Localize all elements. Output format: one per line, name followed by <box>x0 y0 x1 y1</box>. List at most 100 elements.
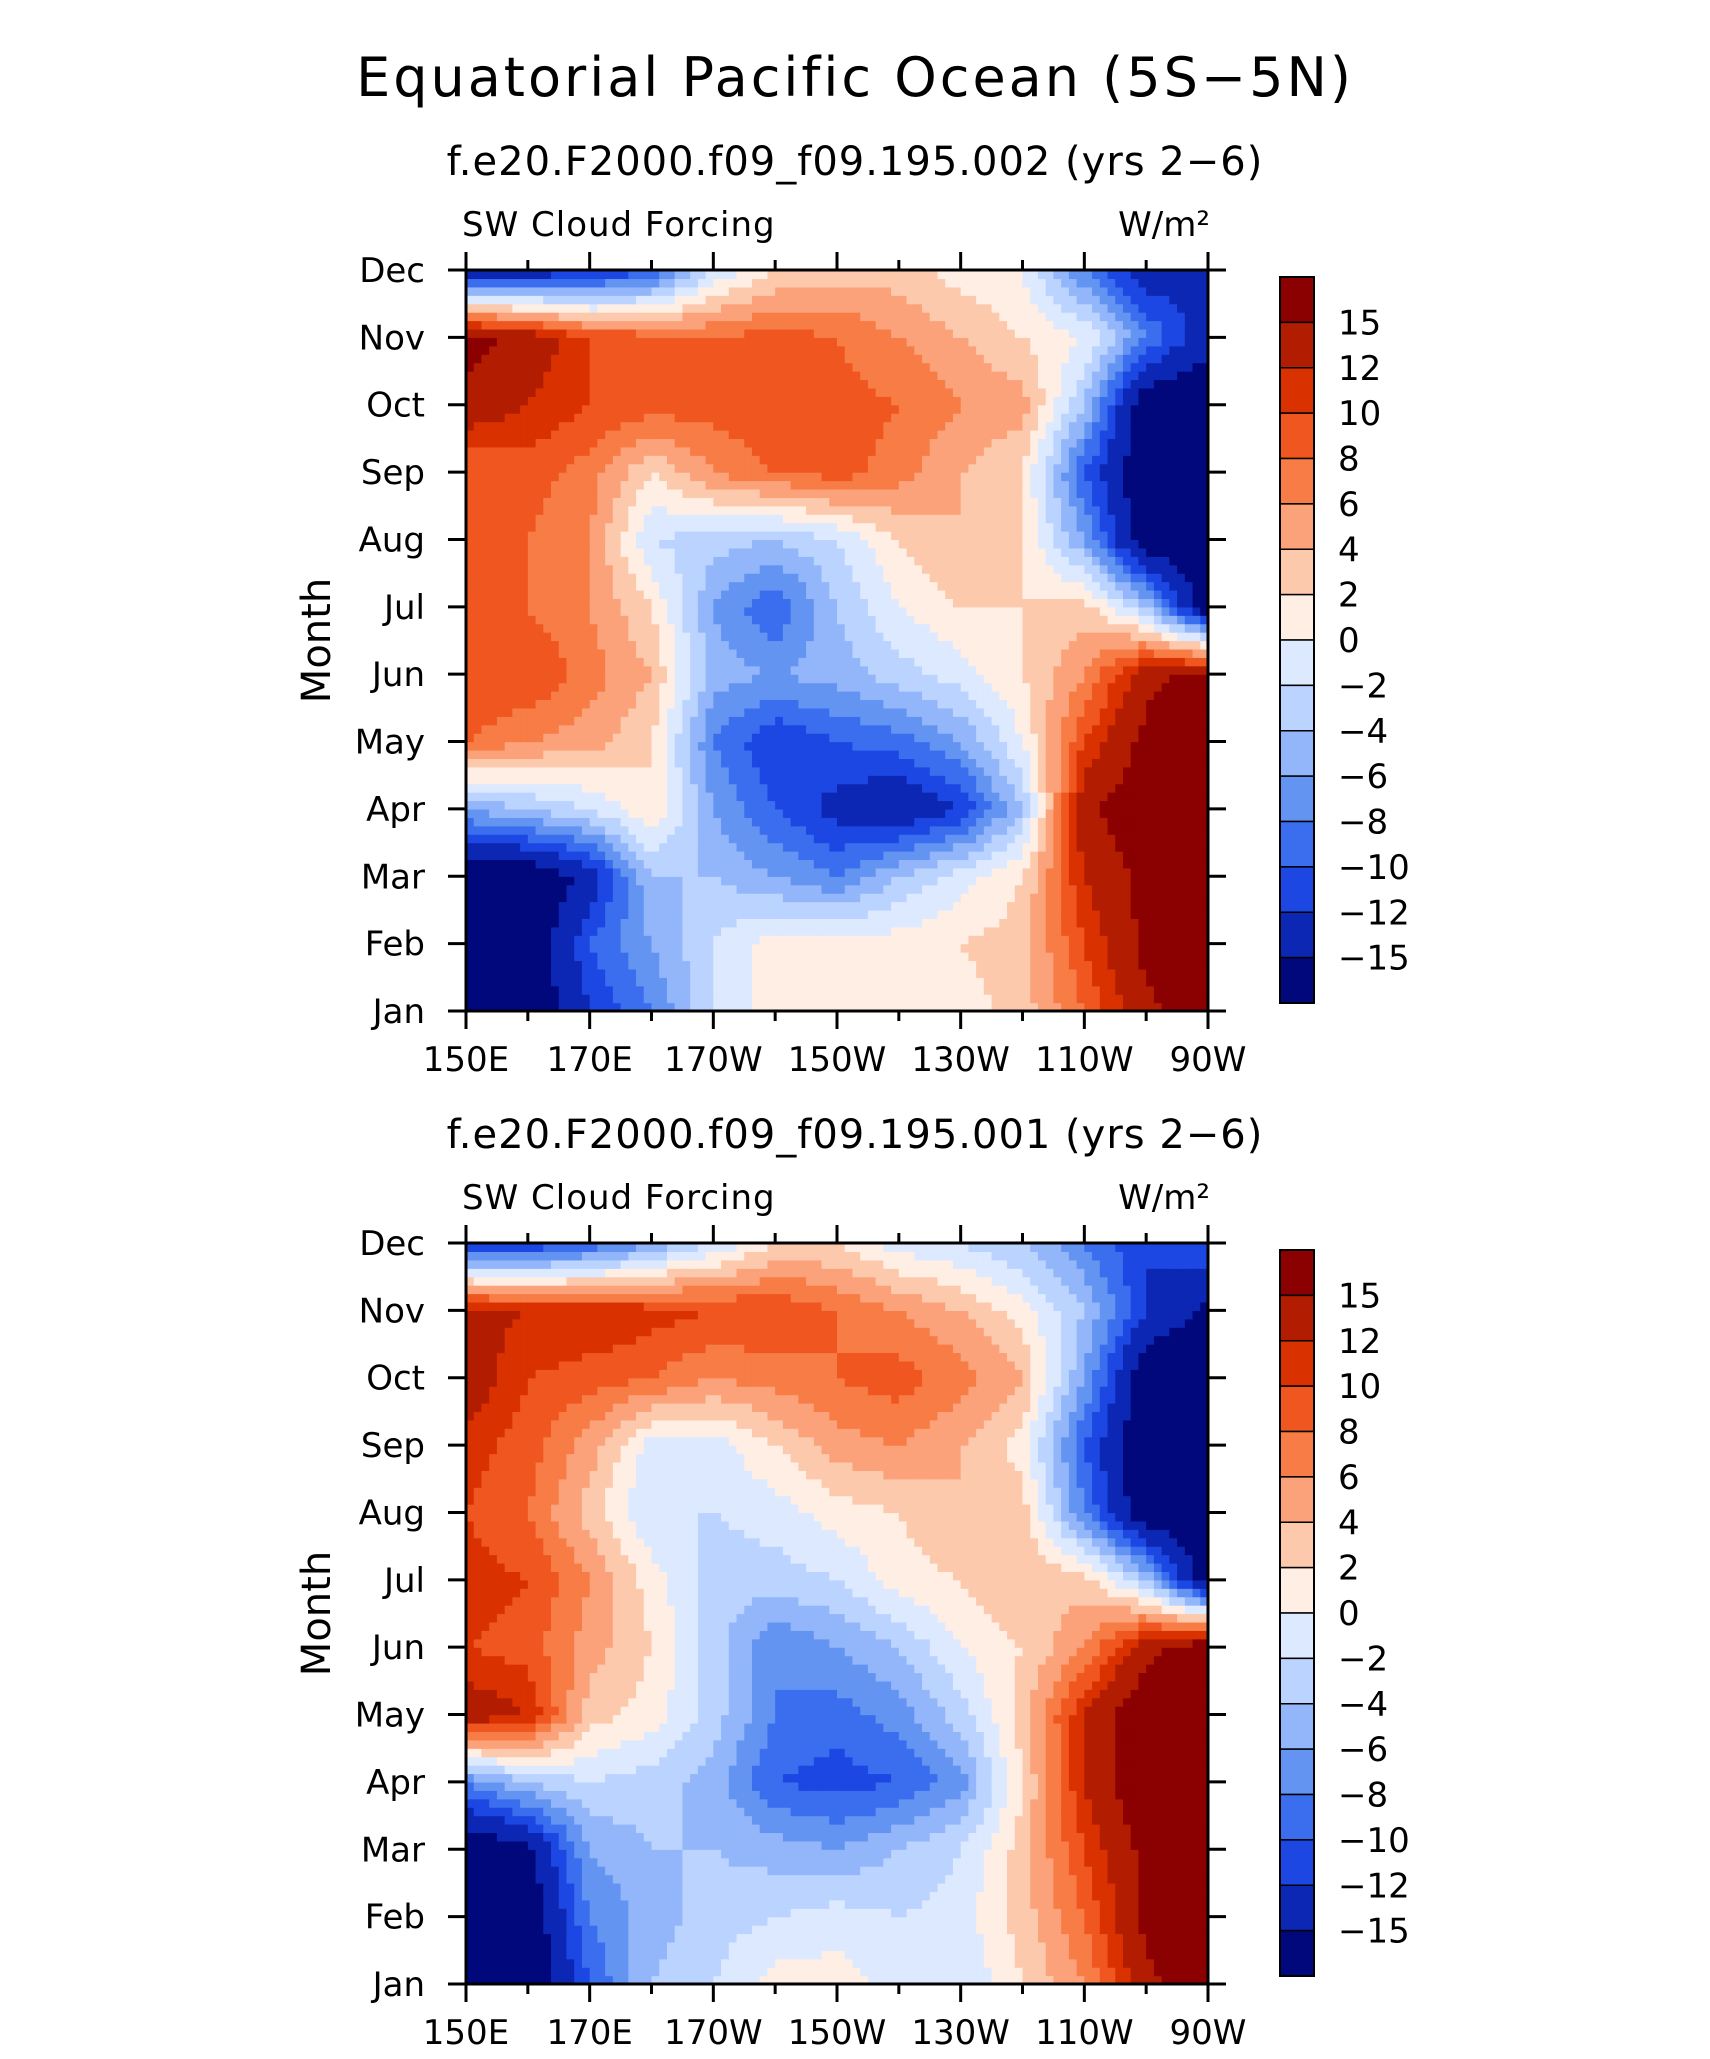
heatmap-cell <box>860 682 869 692</box>
heatmap-cell <box>1061 977 1070 987</box>
heatmap-cell <box>983 623 993 633</box>
heatmap-cell <box>527 808 537 818</box>
heatmap-cell <box>1099 606 1109 616</box>
heatmap-cell <box>551 623 560 633</box>
heatmap-cell <box>496 834 506 844</box>
heatmap-cell <box>597 632 606 642</box>
heatmap-cell <box>1099 657 1109 667</box>
heatmap-cell <box>960 834 969 844</box>
heatmap-cell <box>597 867 606 877</box>
heatmap-cell <box>1037 901 1047 911</box>
heatmap-cell <box>605 960 614 970</box>
heatmap-cell <box>612 699 622 709</box>
heatmap-cell <box>883 598 892 608</box>
heatmap-cell <box>728 766 738 776</box>
heatmap-cell <box>1169 884 1178 894</box>
heatmap-cell <box>1169 935 1178 945</box>
heatmap-cell <box>1061 834 1070 844</box>
heatmap-cell <box>512 775 521 785</box>
heatmap-cell <box>466 994 475 1004</box>
heatmap-cell <box>759 733 769 743</box>
heatmap-cell <box>496 977 506 987</box>
heatmap-cell <box>489 573 498 583</box>
heatmap-cell <box>829 657 838 667</box>
heatmap-cell <box>1022 800 1031 810</box>
heatmap-cell <box>496 581 506 591</box>
heatmap-cell <box>837 783 846 793</box>
heatmap-cell <box>751 884 761 894</box>
heatmap-cell <box>527 758 537 768</box>
heatmap-cell <box>558 783 568 793</box>
heatmap-cell <box>543 733 552 743</box>
heatmap-cell <box>512 606 521 616</box>
heatmap-cell <box>852 657 861 667</box>
heatmap-cell <box>1153 598 1163 608</box>
heatmap-cell <box>1130 994 1140 1004</box>
heatmap-cell <box>937 623 946 633</box>
heatmap-cell <box>466 977 475 987</box>
heatmap-cell <box>813 909 823 919</box>
heatmap-cell <box>837 589 846 599</box>
heatmap-cell <box>558 758 568 768</box>
heatmap-cell <box>829 842 838 852</box>
heatmap-cell <box>690 657 699 667</box>
heatmap-cell <box>821 716 830 726</box>
heatmap-cell <box>1138 1002 1147 1011</box>
heatmap-cell <box>1007 851 1016 861</box>
heatmap-cell <box>1107 758 1116 768</box>
heatmap-cell <box>875 825 884 835</box>
heatmap-cell <box>543 1002 552 1011</box>
heatmap-cell <box>581 640 591 650</box>
heatmap-cell <box>813 665 823 675</box>
heatmap-cell <box>844 707 854 717</box>
heatmap-cell <box>844 733 854 743</box>
heatmap-cell <box>1037 632 1047 642</box>
heatmap-cell <box>1146 699 1155 709</box>
heatmap-cell <box>976 615 985 625</box>
heatmap-cell <box>612 876 622 886</box>
heatmap-cell <box>914 808 923 818</box>
heatmap-cell <box>1184 808 1194 818</box>
heatmap-cell <box>674 648 684 658</box>
heatmap-cell <box>891 859 900 869</box>
heatmap-cell <box>651 884 660 894</box>
heatmap-cell <box>767 851 776 861</box>
heatmap-cell <box>551 808 560 818</box>
heatmap-cell <box>891 901 900 911</box>
heatmap-cell <box>1092 926 1101 936</box>
heatmap-cell <box>806 606 815 616</box>
heatmap-cell <box>527 842 537 852</box>
heatmap-cell <box>512 994 521 1004</box>
heatmap-cell <box>1138 674 1147 684</box>
heatmap-cell <box>512 598 521 608</box>
heatmap-cell <box>481 648 490 658</box>
heatmap-cell <box>682 623 691 633</box>
heatmap-cell <box>906 589 915 599</box>
heatmap-cell <box>891 648 900 658</box>
heatmap-cell <box>1076 682 1085 692</box>
heatmap-cell <box>1161 985 1170 995</box>
heatmap-cell <box>1161 834 1170 844</box>
heatmap-cell <box>1014 691 1024 701</box>
heatmap-cell <box>612 985 622 995</box>
heatmap-cell <box>751 741 761 751</box>
heatmap-cell <box>551 994 560 1004</box>
heatmap-cell <box>1107 665 1116 675</box>
heatmap-cell <box>1076 758 1085 768</box>
heatmap-cell <box>697 665 707 675</box>
heatmap-cell <box>821 691 830 701</box>
heatmap-cell <box>659 926 668 936</box>
heatmap-cell <box>968 792 977 802</box>
heatmap-cell <box>1192 716 1201 726</box>
heatmap-cell <box>991 648 1000 658</box>
heatmap-cell <box>844 842 854 852</box>
heatmap-cell <box>566 977 575 987</box>
heatmap-cell <box>1076 884 1085 894</box>
heatmap-cell <box>628 893 637 903</box>
heatmap-cell <box>551 935 560 945</box>
heatmap-cell <box>504 589 513 599</box>
heatmap-cell <box>535 749 544 759</box>
heatmap-cell <box>922 573 931 583</box>
heatmap-cell <box>991 968 1000 978</box>
heatmap-cell <box>728 859 738 869</box>
